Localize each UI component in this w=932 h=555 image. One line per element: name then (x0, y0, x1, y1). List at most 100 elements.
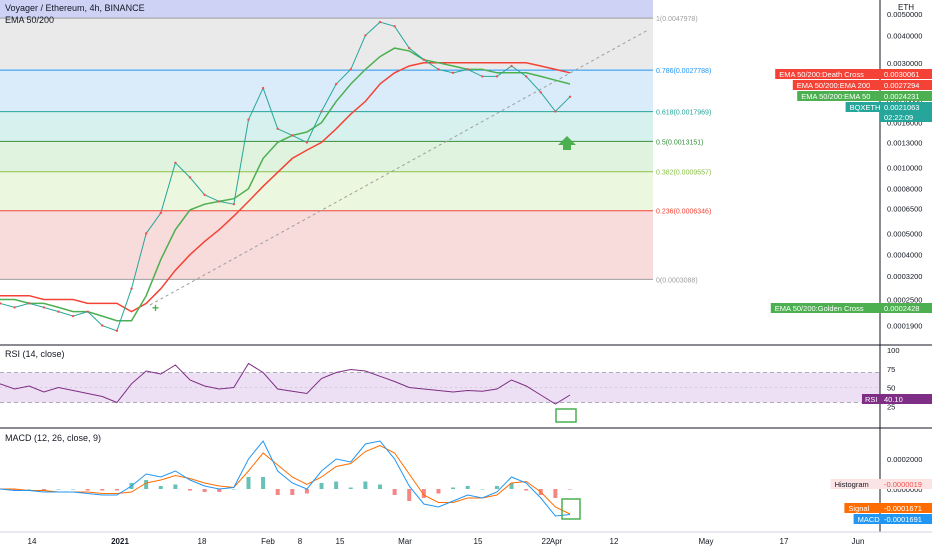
fib-label: 0.786(0.0027788) (656, 68, 711, 75)
rsi-tag-label: RSI (865, 395, 878, 404)
y-tick-label: 0.0040000 (887, 31, 922, 40)
macd-tag-label-bg (844, 503, 880, 513)
macd-y-tick: 0.0000000 (887, 485, 922, 494)
rsi-y-tick: 75 (887, 365, 895, 374)
y-tick-label: 0.0016000 (887, 119, 922, 128)
currency-label: ETH (898, 3, 914, 12)
fib-label: 1(0.0047978) (656, 16, 698, 23)
price-tags: EMA 50/200:Death Cross 0.0030061 EMA 50/20… (770, 69, 932, 524)
price-tag-label-bg (797, 91, 880, 101)
x-tick-label: 17 (780, 537, 789, 546)
price-point (393, 25, 396, 28)
price-point (232, 202, 236, 206)
macd-highlight-box (561, 498, 581, 520)
x-tick-label: 15 (474, 537, 483, 546)
macd-histogram-bar (509, 483, 514, 489)
macd-histogram-bar (334, 481, 339, 489)
fib-band (0, 171, 653, 211)
price-point (28, 302, 31, 305)
price-tag-value: 0.0002428 (884, 304, 919, 313)
macd-histogram-bar (27, 489, 32, 490)
macd-histogram-bar (71, 489, 76, 490)
macd-signal-line (0, 444, 571, 515)
price-point (539, 91, 542, 94)
price-point (568, 95, 572, 98)
fib-bands (0, 0, 653, 280)
y-tick-label: 0.0020000 (887, 97, 922, 106)
price-point (481, 75, 484, 78)
x-tick-label: Mar (398, 537, 412, 546)
rsi-tag-label-bg (862, 394, 880, 404)
price-tag-label-bg (775, 69, 880, 79)
indicator-title: EMA 50/200 (5, 15, 54, 25)
price-tag-value-bg (880, 91, 932, 101)
x-tick-label: 2021 (111, 537, 129, 546)
macd-histogram-bar (56, 489, 61, 490)
macd-tag-value-bg (880, 514, 932, 524)
x-tick-label: Jun (852, 537, 865, 546)
price-point (159, 211, 162, 215)
macd-tag-value-bg (880, 503, 932, 513)
y-tick-label: 0.0030000 (887, 59, 922, 68)
macd-tag-label: Histogram (835, 480, 869, 489)
price-tag-value-bg (880, 303, 932, 313)
macd-tag-label-bg (830, 479, 880, 489)
golden-cross-marker: + (152, 301, 159, 315)
price-point (451, 71, 455, 75)
rsi-highlight-box (555, 408, 577, 423)
macd-histogram-bar (451, 487, 456, 489)
price-point (13, 306, 16, 309)
trend-line (149, 29, 649, 306)
price-tag-label: EMA 50/200:EMA 200 (797, 81, 870, 90)
rsi-y-tick: 50 (887, 384, 895, 393)
price-point (378, 20, 382, 24)
price-point (218, 200, 221, 203)
fib-label: 0(0.0003088) (656, 277, 698, 284)
price-point (247, 118, 250, 121)
price-point (42, 306, 46, 309)
price-point (115, 329, 119, 332)
y-tick-label: 0.0008000 (887, 185, 922, 194)
macd-histogram-bar (85, 489, 90, 491)
macd-histogram-bar (246, 477, 251, 489)
macd-histogram-bar (275, 489, 280, 495)
macd-histogram-bar (144, 480, 149, 489)
price-point (437, 68, 440, 71)
y-tick-label: 0.0003200 (887, 272, 922, 281)
macd-histogram-bar (261, 477, 266, 489)
rsi-title: RSI (14, close) (5, 349, 65, 359)
macd-histogram-bar (348, 487, 353, 489)
price-point (276, 127, 279, 131)
x-tick-label: 14 (28, 537, 37, 546)
fib-label: 0.382(0.0009557) (656, 170, 711, 177)
price-tag-label-bg (770, 303, 880, 313)
x-tick-label: Apr (550, 537, 563, 546)
y-tick-label: 0.0050000 (887, 10, 922, 19)
price-point (349, 68, 352, 71)
macd-histogram-bar (217, 489, 222, 492)
price-point (0, 302, 2, 305)
y-tick-label: 0.0006500 (887, 204, 922, 213)
price-point (495, 75, 499, 78)
macd-histogram-bar (100, 489, 105, 491)
macd-histogram-bar (202, 489, 207, 492)
macd-histogram-bar (465, 486, 470, 489)
price-point (334, 82, 338, 86)
macd-tag-label: MACD (858, 515, 881, 524)
fib-band (0, 141, 653, 172)
y-tick-label: 0.0004000 (887, 251, 922, 260)
price-tag-value: 0.0021063 (884, 103, 919, 112)
price-series: + (0, 20, 576, 332)
rsi-y-tick: 25 (887, 402, 895, 411)
macd-histogram-bar (553, 489, 558, 498)
fib-label: 0.5(0.0013151) (656, 139, 703, 146)
price-point (320, 110, 323, 113)
fib-band (0, 210, 653, 280)
macd-y-tick: 0.0002000 (887, 455, 922, 464)
macd-histogram-bar (421, 489, 426, 498)
price-tag-label: EMA 50/200:EMA 50 (801, 92, 870, 101)
price-point (188, 176, 192, 179)
price-point (466, 68, 469, 71)
